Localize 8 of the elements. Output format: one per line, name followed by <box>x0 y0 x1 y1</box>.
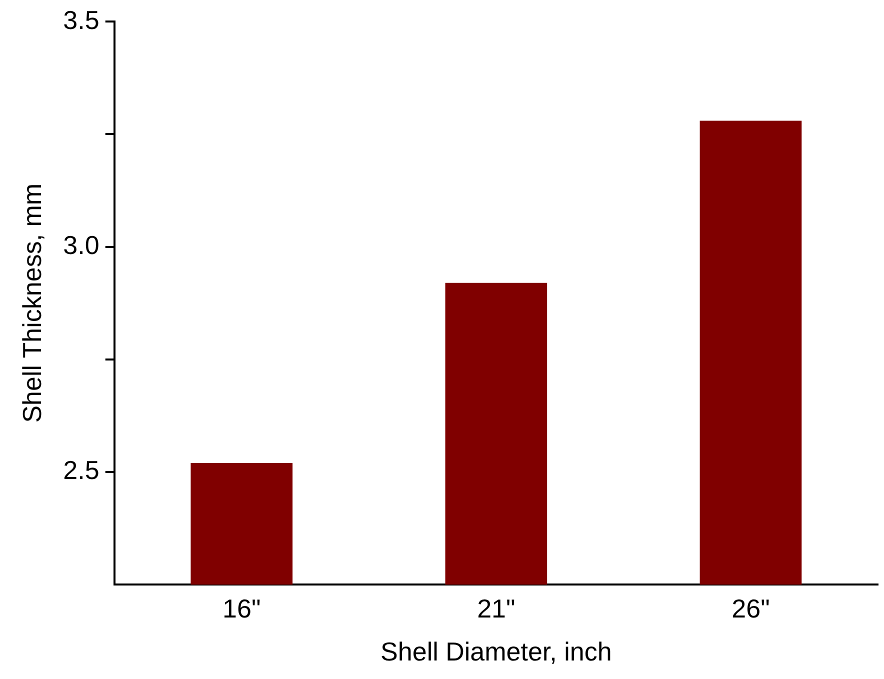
x-tick-label: 16" <box>222 593 261 624</box>
x-tick-label: 26" <box>732 593 770 624</box>
x-tick-label: 21" <box>477 593 516 624</box>
y-tick-label: 3.0 <box>63 230 100 260</box>
y-tick-label: 2.5 <box>63 455 100 486</box>
y-tick-label: 3.5 <box>63 4 100 35</box>
y-axis-title: Shell Thickness, mm <box>16 183 47 423</box>
x-axis-title: Shell Diameter, inch <box>380 636 612 667</box>
